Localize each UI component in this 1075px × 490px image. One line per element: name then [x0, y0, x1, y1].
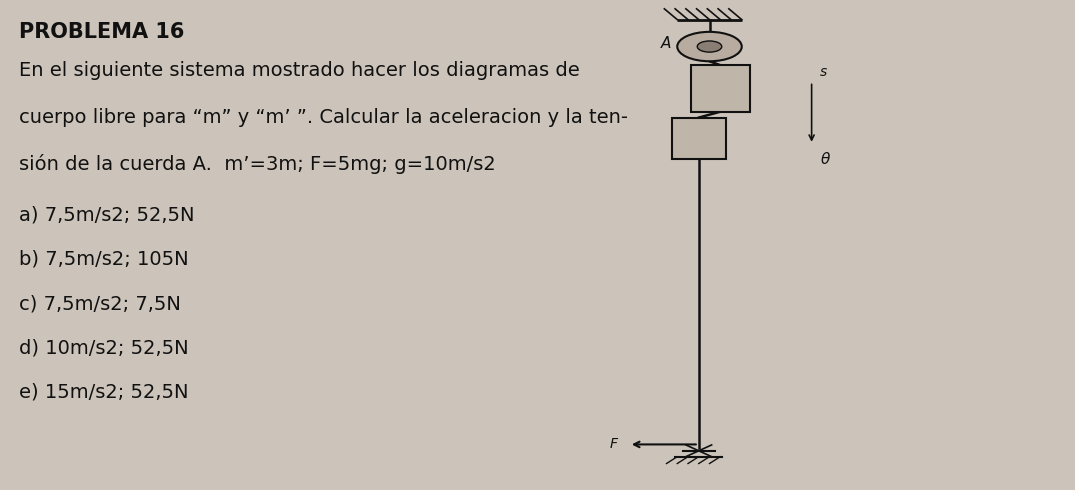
Text: a) 7,5m/s2; 52,5N: a) 7,5m/s2; 52,5N — [19, 206, 195, 225]
Text: b) 7,5m/s2; 105N: b) 7,5m/s2; 105N — [19, 250, 189, 269]
Text: En el siguiente sistema mostrado hacer los diagramas de: En el siguiente sistema mostrado hacer l… — [19, 61, 580, 80]
Text: c) 7,5m/s2; 7,5N: c) 7,5m/s2; 7,5N — [19, 294, 182, 313]
Text: m: m — [692, 132, 705, 145]
Text: cuerpo libre para “m” y “m’ ”. Calcular la aceleracion y la ten-: cuerpo libre para “m” y “m’ ”. Calcular … — [19, 108, 629, 127]
Bar — [691, 65, 750, 112]
Circle shape — [677, 32, 742, 61]
Text: F: F — [611, 438, 618, 451]
Text: s: s — [820, 65, 828, 79]
Text: A: A — [661, 36, 672, 51]
Text: PROBLEMA 16: PROBLEMA 16 — [19, 22, 185, 42]
Text: d) 10m/s2; 52,5N: d) 10m/s2; 52,5N — [19, 338, 189, 357]
Text: θ: θ — [820, 152, 830, 167]
Text: m': m' — [712, 82, 729, 95]
Text: sión de la cuerda A.  m’=3m; F=5mg; g=10m/s2: sión de la cuerda A. m’=3m; F=5mg; g=10m… — [19, 154, 496, 174]
Circle shape — [698, 41, 721, 52]
Bar — [672, 118, 726, 159]
Text: e) 15m/s2; 52,5N: e) 15m/s2; 52,5N — [19, 382, 189, 401]
